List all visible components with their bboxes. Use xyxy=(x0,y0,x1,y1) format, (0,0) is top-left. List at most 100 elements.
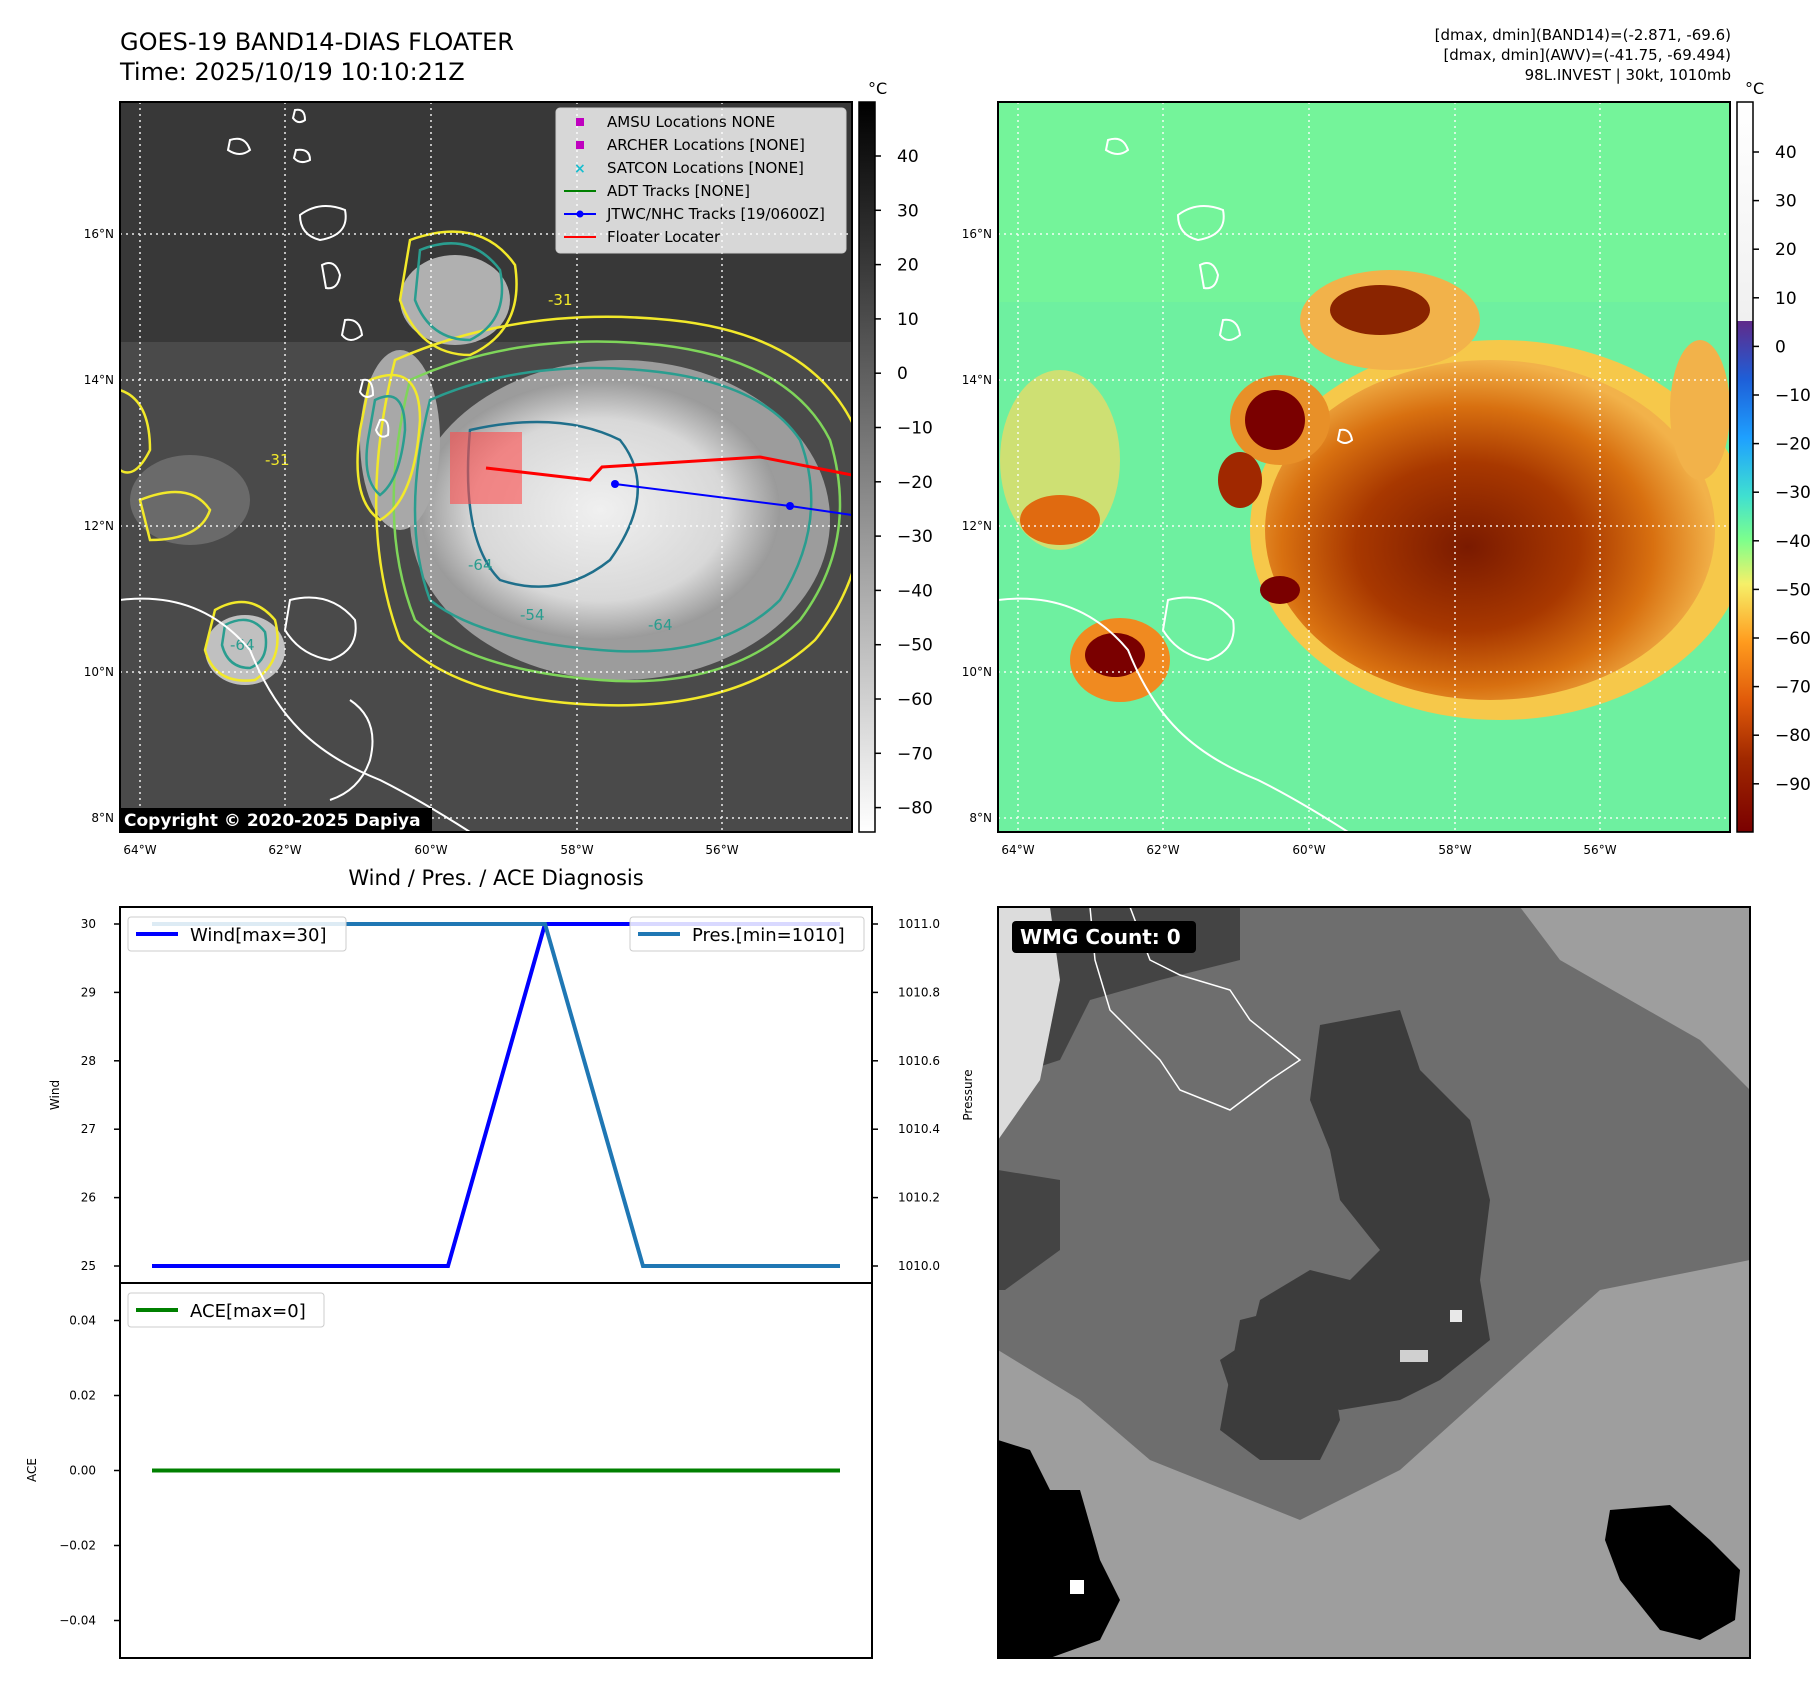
awv-panel xyxy=(997,101,1731,833)
lon-tick-label: 62°W xyxy=(1146,843,1179,857)
ace-ytick-label: 0.02 xyxy=(69,1389,96,1403)
coastlines xyxy=(120,108,471,832)
colorbar-tick-label: −40 xyxy=(897,581,933,601)
wmg-imagery xyxy=(998,907,1750,1658)
wind-ylabel: Wind xyxy=(48,1080,62,1110)
ace-plot: −0.04 −0.02 0.00 0.02 0.04 ACE ACE[max=0] xyxy=(25,1282,873,1659)
lon-tick-label: 64°W xyxy=(1001,843,1034,857)
floater-locater-track xyxy=(485,455,852,482)
lat-tick-label: 16°N xyxy=(962,227,992,241)
colorbar-tick-label: −90 xyxy=(1775,775,1811,795)
pressure-ytick-label: 1010.2 xyxy=(898,1191,940,1205)
wind-ytick-label: 29 xyxy=(81,985,96,999)
copyright-badge xyxy=(120,808,432,832)
colorbar-tick-label: 10 xyxy=(1775,289,1797,309)
wind-legend-box xyxy=(127,916,347,952)
wmg-panel-frame xyxy=(997,906,1751,1659)
ace-ytick-label: 0.00 xyxy=(69,1464,96,1478)
lon-tick-label: 62°W xyxy=(268,843,301,857)
lat-tick-label: 10°N xyxy=(962,665,992,679)
ir-lat-labels: 16°N 14°N 12°N 10°N 8°N xyxy=(84,227,114,825)
colorbar-tick-label: 30 xyxy=(1775,192,1797,212)
lat-tick-label: 8°N xyxy=(91,811,114,825)
legend-marker-satcon: × xyxy=(574,161,586,177)
awv-colorbar-ticks: 40 30 20 10 0 −10 −20 −30 −40 −50 −60 −70 −80 −90 xyxy=(1753,143,1811,795)
ace-legend-label: ACE[max=0] xyxy=(190,1301,306,1322)
legend-label-archer: ARCHER Locations [NONE] xyxy=(607,136,805,154)
ace-ylabel: ACE xyxy=(25,1458,39,1482)
legend-label-satcon: SATCON Locations [NONE] xyxy=(607,159,804,177)
awv-lon-labels: 64°W 62°W 60°W 58°W 56°W xyxy=(1001,843,1616,857)
awv-imagery xyxy=(998,102,1730,832)
contour-label: -54 xyxy=(520,606,545,624)
colorbar-tick-label: −10 xyxy=(1775,386,1811,406)
awv-colorbar-unit: °C xyxy=(1745,79,1764,98)
figure-title-line2: Time: 2025/10/19 10:10:21Z xyxy=(119,58,465,86)
ir-panel-frame xyxy=(119,101,853,833)
pressure-ytick-label: 1011.0 xyxy=(898,917,940,931)
ir-lon-labels: 64°W 62°W 60°W 58°W 56°W xyxy=(123,843,738,857)
wind-ytick-label: 28 xyxy=(81,1054,96,1068)
lon-tick-label: 60°W xyxy=(1292,843,1325,857)
colorbar-tick-label: −70 xyxy=(1775,678,1811,698)
lon-tick-label: 58°W xyxy=(1438,843,1471,857)
lat-tick-label: 14°N xyxy=(84,373,114,387)
ir-colorbar: °C 40 30 20 10 0 −10 −20 −30 −40 −50 −60 −70 −80 xyxy=(858,79,933,833)
lon-tick-label: 64°W xyxy=(123,843,156,857)
awv-colorbar: °C 40 30 20 10 0 −10 −20 −30 −40 −50 −60 −70 −80 −90 xyxy=(1736,79,1811,833)
colorbar-tick-label: −60 xyxy=(1775,629,1811,649)
ace-ytick-label: −0.04 xyxy=(59,1614,96,1628)
ace-yticks: −0.04 −0.02 0.00 0.02 0.04 xyxy=(59,1314,120,1628)
colorbar-tick-label: −80 xyxy=(897,799,933,819)
colorbar-tick-label: 0 xyxy=(897,364,908,384)
colorbar-tick-label: 30 xyxy=(897,201,919,221)
pressure-ytick-label: 1010.4 xyxy=(898,1122,940,1136)
info-line2: [dmax, dmin](AWV)=(-41.75, -69.494) xyxy=(1443,46,1731,64)
copyright-text: Copyright © 2020-2025 Dapiya xyxy=(124,811,421,831)
pressure-ytick-label: 1010.8 xyxy=(898,985,940,999)
pressure-legend-box xyxy=(629,916,865,952)
colorbar-tick-label: 20 xyxy=(897,256,919,276)
lon-tick-label: 58°W xyxy=(560,843,593,857)
legend-marker-amsu xyxy=(576,118,584,126)
colorbar-tick-label: −60 xyxy=(897,690,933,710)
colorbar-tick-label: 20 xyxy=(1775,240,1797,260)
ace-ytick-label: 0.04 xyxy=(69,1314,96,1328)
figure-title-line1: GOES-19 BAND14-DIAS FLOATER xyxy=(120,28,514,56)
ir-colorbar-unit: °C xyxy=(868,79,887,98)
lat-tick-label: 14°N xyxy=(962,373,992,387)
lat-tick-label: 12°N xyxy=(962,519,992,533)
colorbar-tick-label: −20 xyxy=(897,473,933,493)
wmg-count-text: WMG Count: 0 xyxy=(1020,925,1181,949)
legend-label-jtwc: JTWC/NHC Tracks [19/0600Z] xyxy=(606,205,825,223)
ir-panel: -64 -54 -64 -64 -31 -31 xyxy=(119,101,853,833)
lon-tick-label: 56°W xyxy=(705,843,738,857)
legend-marker-archer xyxy=(576,141,584,149)
wind-ytick-label: 26 xyxy=(81,1191,96,1205)
colorbar-tick-label: 10 xyxy=(897,310,919,330)
ir-imagery: -64 -54 -64 -64 -31 -31 xyxy=(120,102,852,832)
legend-label-amsu: AMSU Locations NONE xyxy=(607,113,775,131)
colorbar-tick-label: −70 xyxy=(897,744,933,764)
awv-panel-frame xyxy=(997,101,1731,833)
colorbar-tick-label: 0 xyxy=(1775,337,1786,357)
lat-tick-label: 16°N xyxy=(84,227,114,241)
lat-tick-label: 12°N xyxy=(84,519,114,533)
colorbar-tick-label: −10 xyxy=(897,419,933,439)
pressure-ytick-label: 1010.0 xyxy=(898,1259,940,1273)
ace-legend-box xyxy=(127,1292,325,1328)
wind-ytick-label: 30 xyxy=(81,917,96,931)
ir-legend: AMSU Locations NONE ARCHER Locations [NO… xyxy=(555,107,847,254)
ir-colorbar-ticks: 40 30 20 10 0 −10 −20 −30 −40 −50 −60 −70 −80 xyxy=(875,147,933,819)
pressure-series-line xyxy=(152,922,840,1268)
jtwc-nhc-track-point xyxy=(611,480,619,488)
wind-ytick-label: 27 xyxy=(81,1122,96,1136)
colorbar-tick-label: −80 xyxy=(1775,726,1811,746)
wind-legend-label: Wind[max=30] xyxy=(190,925,327,946)
diagnosis-title: Wind / Pres. / ACE Diagnosis xyxy=(348,866,643,890)
colorbar-tick-label: 40 xyxy=(1775,143,1797,163)
contour-label: -31 xyxy=(548,291,573,309)
legend-label-adt: ADT Tracks [NONE] xyxy=(607,182,750,200)
info-line3: 98L.INVEST | 30kt, 1010mb xyxy=(1525,66,1731,84)
